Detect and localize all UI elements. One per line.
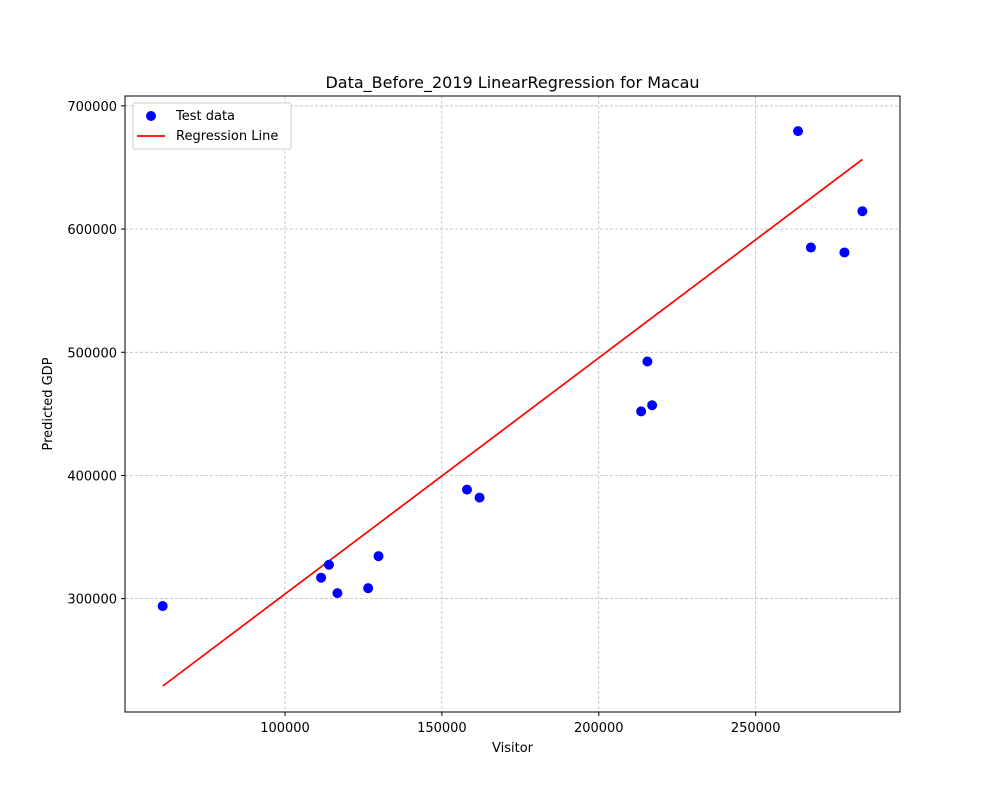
y-axis-ticks: 300000 400000 500000 600000 700000 [67,100,125,608]
test-data-point [323,559,334,570]
test-data-point [647,400,658,411]
data-point-layer [157,126,868,612]
test-data-point [805,242,816,253]
test-data-point [642,356,653,367]
test-data-point [462,484,473,495]
y-tick-label: 500000 [67,346,117,361]
y-axis-label: Predicted GDP [41,357,56,450]
x-tick-label: 150000 [417,721,467,736]
x-axis-label: Visitor [492,741,534,756]
legend-test-data-marker [146,111,156,121]
test-data-point [474,492,485,503]
test-data-point [839,247,850,258]
test-data-point [793,126,804,137]
y-tick-label: 700000 [67,100,117,115]
x-tick-label: 200000 [574,721,624,736]
regression-line-layer [162,158,863,687]
legend: Test data Regression Line [132,102,292,150]
test-data-point [373,551,384,562]
regression-line [162,158,863,687]
test-data-point [857,206,868,217]
y-tick-label: 300000 [67,593,117,608]
test-data-point [157,601,168,612]
y-tick-label: 600000 [67,223,117,238]
test-data-point [636,406,647,417]
legend-regression-line-label: Regression Line [176,129,278,144]
x-axis-ticks: 100000 150000 200000 250000 [260,712,780,736]
legend-test-data-label: Test data [175,109,235,124]
plot-frame [124,95,901,713]
y-tick-label: 400000 [67,469,117,484]
test-data-point [316,572,327,583]
x-tick-label: 250000 [731,721,781,736]
chart-title: Data_Before_2019 LinearRegression for Ma… [325,73,699,93]
test-data-point [363,583,374,594]
test-data-point [332,588,343,599]
legend-box [132,102,292,150]
grid [125,96,900,712]
x-tick-label: 100000 [260,721,310,736]
